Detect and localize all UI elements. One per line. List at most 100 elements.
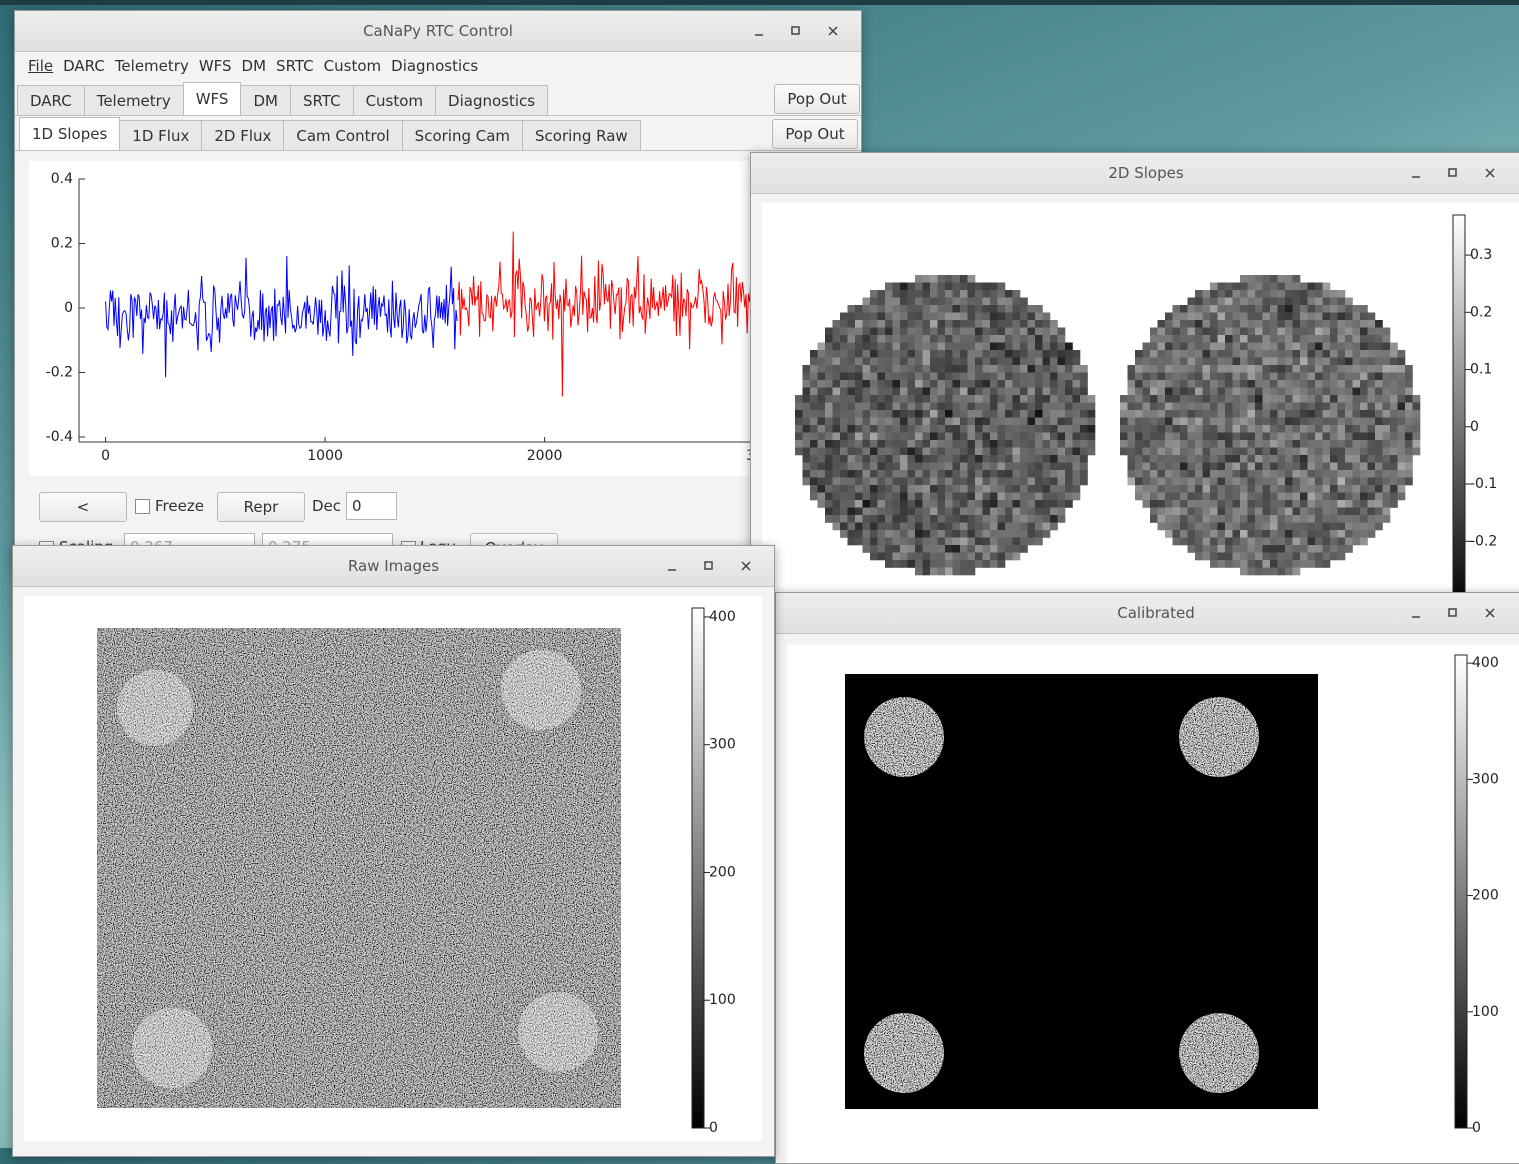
slope-pixel: [803, 410, 811, 418]
pop-out-button[interactable]: Pop Out: [772, 119, 858, 149]
slope-pixel: [930, 365, 938, 373]
slope-pixel: [1218, 478, 1226, 486]
slope-pixel: [1390, 478, 1398, 486]
dec-spinbox[interactable]: 0: [346, 492, 397, 520]
slope-pixel: [1020, 515, 1028, 523]
menu-item[interactable]: Custom: [319, 57, 386, 75]
slope-pixel: [1278, 298, 1286, 306]
menu-item[interactable]: DARC: [58, 57, 110, 75]
slope-pixel: [1338, 305, 1346, 313]
slope-pixel: [1195, 335, 1203, 343]
slope-pixel: [1058, 448, 1066, 456]
slope-pixel: [1308, 478, 1316, 486]
subtab[interactable]: 1D Slopes: [19, 117, 120, 151]
menu-item[interactable]: Diagnostics: [386, 57, 483, 75]
slope-pixel: [1300, 395, 1308, 403]
slope-pixel: [1050, 403, 1058, 411]
menu-item[interactable]: File: [23, 57, 58, 75]
prev-button[interactable]: <: [39, 492, 127, 522]
slope-pixel: [1293, 365, 1301, 373]
slope-pixel: [1270, 553, 1278, 561]
slope-pixel: [953, 523, 961, 531]
menu-item[interactable]: SRTC: [271, 57, 319, 75]
slope-pixel: [960, 530, 968, 538]
slope-pixel: [833, 425, 841, 433]
slope-pixel: [1285, 275, 1293, 283]
slope-pixel: [1005, 478, 1013, 486]
slope-pixel: [1218, 343, 1226, 351]
slope-pixel: [1195, 553, 1203, 561]
tab[interactable]: Custom: [353, 85, 436, 116]
slope-pixel: [1218, 515, 1226, 523]
tab[interactable]: SRTC: [290, 85, 354, 116]
slope-pixel: [833, 493, 841, 501]
slope-pixel: [1005, 290, 1013, 298]
slope-pixel: [833, 410, 841, 418]
slope-pixel: [1028, 448, 1036, 456]
slope-pixel: [1315, 350, 1323, 358]
tab[interactable]: Telemetry: [84, 85, 184, 116]
title-bar: Raw Images: [13, 546, 774, 587]
slope-pixel: [893, 425, 901, 433]
slope-pixel: [803, 478, 811, 486]
menu-item[interactable]: DM: [237, 57, 272, 75]
slope-pixel: [1368, 425, 1376, 433]
slope-pixel: [968, 425, 976, 433]
slope-pixel: [1278, 313, 1286, 321]
slope-pixel: [878, 320, 886, 328]
slope-pixel: [848, 493, 856, 501]
slope-pixel: [938, 530, 946, 538]
slope-pixel: [900, 395, 908, 403]
slope-pixel: [893, 478, 901, 486]
slope-pixel: [1270, 440, 1278, 448]
subtab[interactable]: 2D Flux: [201, 120, 284, 151]
tab[interactable]: DM: [240, 85, 291, 116]
menu-item[interactable]: Telemetry: [110, 57, 194, 75]
slope-pixel: [1028, 485, 1036, 493]
slope-pixel: [855, 343, 863, 351]
slope-pixel: [1248, 493, 1256, 501]
slope-pixel: [1308, 283, 1316, 291]
subtab[interactable]: Scoring Raw: [522, 120, 641, 151]
slope-pixel: [983, 538, 991, 546]
slope-pixel: [1300, 560, 1308, 568]
slope-pixel: [1323, 425, 1331, 433]
slope-pixel: [960, 388, 968, 396]
slope-pixel: [1020, 365, 1028, 373]
tab[interactable]: DARC: [17, 85, 85, 116]
slope-pixel: [908, 350, 916, 358]
slope-pixel: [803, 440, 811, 448]
slope-pixel: [960, 320, 968, 328]
slope-pixel: [968, 485, 976, 493]
slope-pixel: [1353, 313, 1361, 321]
slope-pixel: [810, 478, 818, 486]
slope-pixel: [990, 305, 998, 313]
pop-out-button[interactable]: Pop Out: [774, 84, 860, 114]
slope-pixel: [1353, 343, 1361, 351]
slope-pixel: [1188, 545, 1196, 553]
slope-pixel: [1375, 403, 1383, 411]
slope-pixel: [1360, 358, 1368, 366]
menu-item[interactable]: WFS: [194, 57, 237, 75]
slope-pixel: [1338, 365, 1346, 373]
slope-pixel: [960, 290, 968, 298]
slope-pixel: [1390, 470, 1398, 478]
subtab[interactable]: Scoring Cam: [402, 120, 523, 151]
slope-pixel: [1233, 418, 1241, 426]
tab[interactable]: WFS: [183, 82, 242, 116]
subtab[interactable]: Cam Control: [283, 120, 402, 151]
slope-pixel: [1195, 478, 1203, 486]
slope-pixel: [1240, 418, 1248, 426]
repr-button[interactable]: Repr: [217, 492, 305, 522]
subtab[interactable]: 1D Flux: [119, 120, 202, 151]
checkbox[interactable]: [135, 499, 150, 514]
slope-pixel: [1013, 478, 1021, 486]
slope-pixel: [1360, 440, 1368, 448]
slope-pixel: [863, 365, 871, 373]
tab[interactable]: Diagnostics: [435, 85, 548, 116]
slope-pixel: [1203, 470, 1211, 478]
slope-pixel: [1218, 485, 1226, 493]
slope-pixel: [930, 500, 938, 508]
slope-pixel: [1300, 403, 1308, 411]
slope-pixel: [983, 343, 991, 351]
